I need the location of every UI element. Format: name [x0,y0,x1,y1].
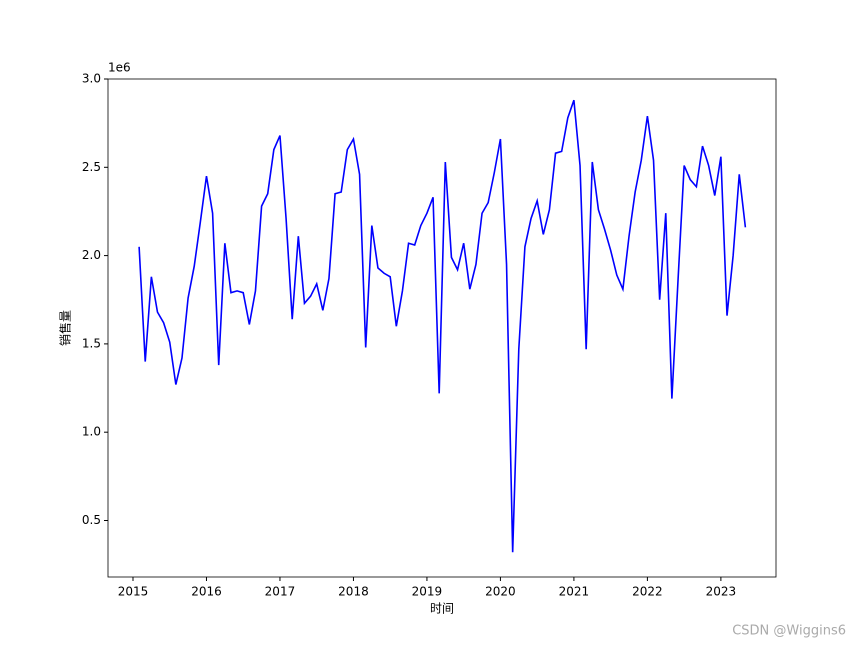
y-axis-label: 销售量 [58,310,73,346]
plot-frame [107,78,777,578]
watermark: CSDN @Wiggins6 [732,624,846,639]
y-tick-label: 2.5 [82,160,101,174]
x-tick-label: 2019 [412,585,443,599]
x-axis-label: 时间 [430,602,454,616]
x-tick-label: 2015 [118,585,149,599]
y-tick-label: 0.5 [82,513,101,527]
x-tick-label: 2016 [191,585,222,599]
y-tick-label: 1.0 [82,425,101,439]
x-tick-label: 2018 [338,585,369,599]
x-tick-label: 2020 [485,585,516,599]
y-tick-label: 3.0 [82,72,101,86]
data-line [138,99,747,553]
y-offset-label: 1e6 [108,61,131,75]
x-tick-label: 2021 [559,585,590,599]
x-tick-label: 2017 [265,585,296,599]
y-tick-label: 1.5 [82,336,101,350]
x-tick-label: 2023 [706,585,737,599]
y-tick-label: 2.0 [82,248,101,262]
x-tick-label: 2022 [632,585,663,599]
